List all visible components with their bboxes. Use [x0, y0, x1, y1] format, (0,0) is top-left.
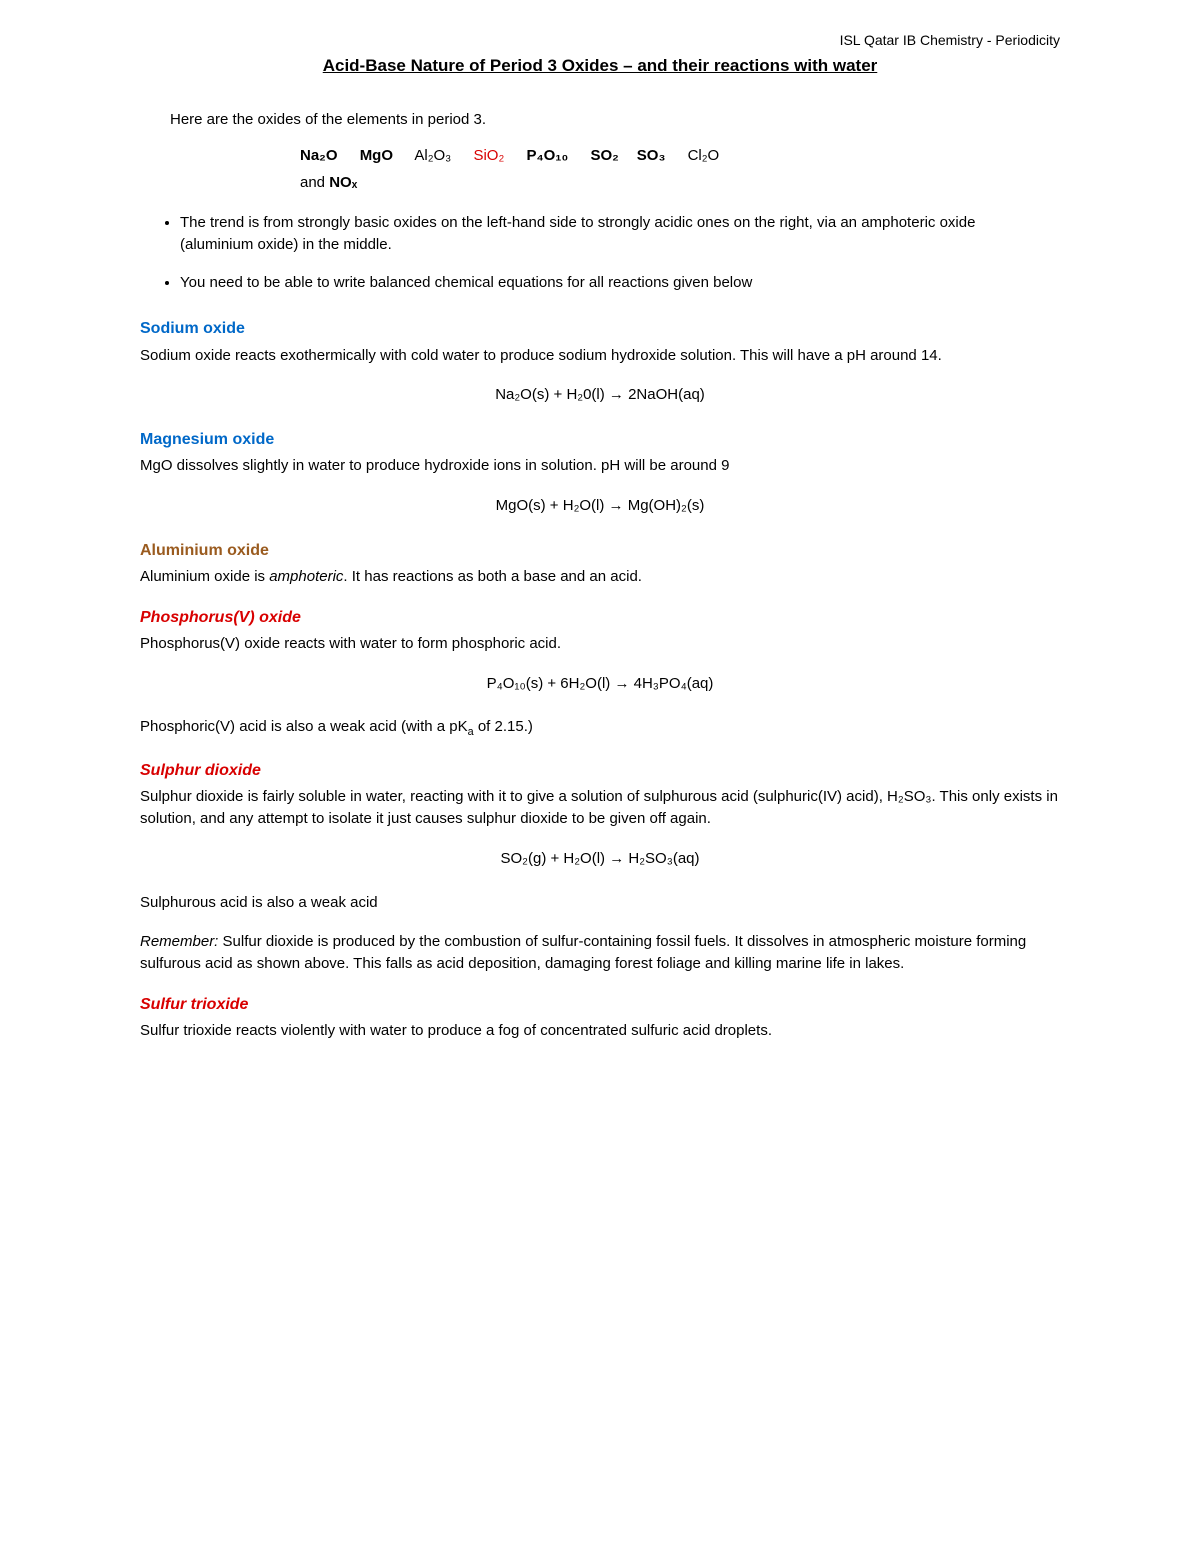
sodium-text: Sodium oxide reacts exothermically with … — [140, 345, 1060, 367]
heading-so2: Sulphur dioxide — [140, 759, 1060, 782]
so2-text: Sulphur dioxide is fairly soluble in wat… — [140, 786, 1060, 830]
so2-text-pre: Sulphur dioxide is fairly soluble in wat… — [140, 788, 898, 805]
heading-sodium: Sodium oxide — [140, 317, 1060, 340]
heading-so3: Sulfur trioxide — [140, 993, 1060, 1016]
phosphorus-text2: Phosphoric(V) acid is also a weak acid (… — [140, 716, 1060, 741]
aluminium-amphoteric: amphoteric — [269, 568, 343, 585]
oxide-mgo: MgO — [360, 147, 393, 164]
phosphorus-equation: P₄O₁₀(s) + 6H₂O(l) → 4H₃PO₄(aq) — [140, 673, 1060, 695]
bullet-item: You need to be able to write balanced ch… — [180, 272, 1060, 294]
intro-text: Here are the oxides of the elements in p… — [170, 109, 1060, 131]
so2-equation: SO₂(g) + H₂O(l) → H₂SO₃(aq) — [140, 848, 1060, 870]
sodium-equation: Na₂O(s) + H₂0(l) → 2NaOH(aq) — [140, 384, 1060, 406]
oxide-p4o10: P₄O₁₀ — [526, 147, 568, 164]
oxide-and: and — [300, 174, 325, 191]
oxide-al2o3: Al₂O₃ — [414, 147, 451, 164]
oxide-so3: SO₃ — [637, 147, 666, 164]
bullet-list: The trend is from strongly basic oxides … — [180, 212, 1060, 293]
oxide-sio2: SiO₂ — [473, 147, 504, 164]
oxides-row: Na₂O MgO Al₂O₃ SiO₂ P₄O₁₀ SO₂ SO₃ Cl₂O — [300, 145, 1060, 167]
so2-remember: Remember: Sulfur dioxide is produced by … — [140, 931, 1060, 975]
magnesium-equation: MgO(s) + H₂O(l) → Mg(OH)₂(s) — [140, 495, 1060, 517]
nox-row: and NOₓ — [300, 172, 1060, 194]
heading-phosphorus: Phosphorus(V) oxide — [140, 606, 1060, 629]
heading-aluminium: Aluminium oxide — [140, 539, 1060, 562]
remember-label: Remember: — [140, 933, 218, 950]
aluminium-text-pre: Aluminium oxide is — [140, 568, 269, 585]
bullet-item: The trend is from strongly basic oxides … — [180, 212, 1060, 256]
magnesium-text: MgO dissolves slightly in water to produ… — [140, 455, 1060, 477]
so2-formula: ₂SO₃ — [898, 788, 932, 805]
phosphorus-text: Phosphorus(V) oxide reacts with water to… — [140, 633, 1060, 655]
so2-text2: Sulphurous acid is also a weak acid — [140, 892, 1060, 914]
page-title: Acid-Base Nature of Period 3 Oxides – an… — [140, 54, 1060, 79]
heading-magnesium: Magnesium oxide — [140, 428, 1060, 451]
oxide-nox: NOₓ — [329, 174, 357, 191]
aluminium-text: Aluminium oxide is amphoteric. It has re… — [140, 566, 1060, 588]
phosphorus-text2-pre: Phosphoric(V) acid is also a weak acid (… — [140, 718, 468, 735]
phosphorus-text2-post: of 2.15.) — [474, 718, 533, 735]
remember-text: Sulfur dioxide is produced by the combus… — [140, 933, 1026, 972]
so3-text: Sulfur trioxide reacts violently with wa… — [140, 1020, 1060, 1042]
aluminium-text-post: . It has reactions as both a base and an… — [343, 568, 642, 585]
header-course: ISL Qatar IB Chemistry - Periodicity — [140, 30, 1060, 50]
oxide-na2o: Na₂O — [300, 147, 338, 164]
oxide-so2: SO₂ — [590, 147, 618, 164]
oxide-cl2o: Cl₂O — [688, 147, 720, 164]
